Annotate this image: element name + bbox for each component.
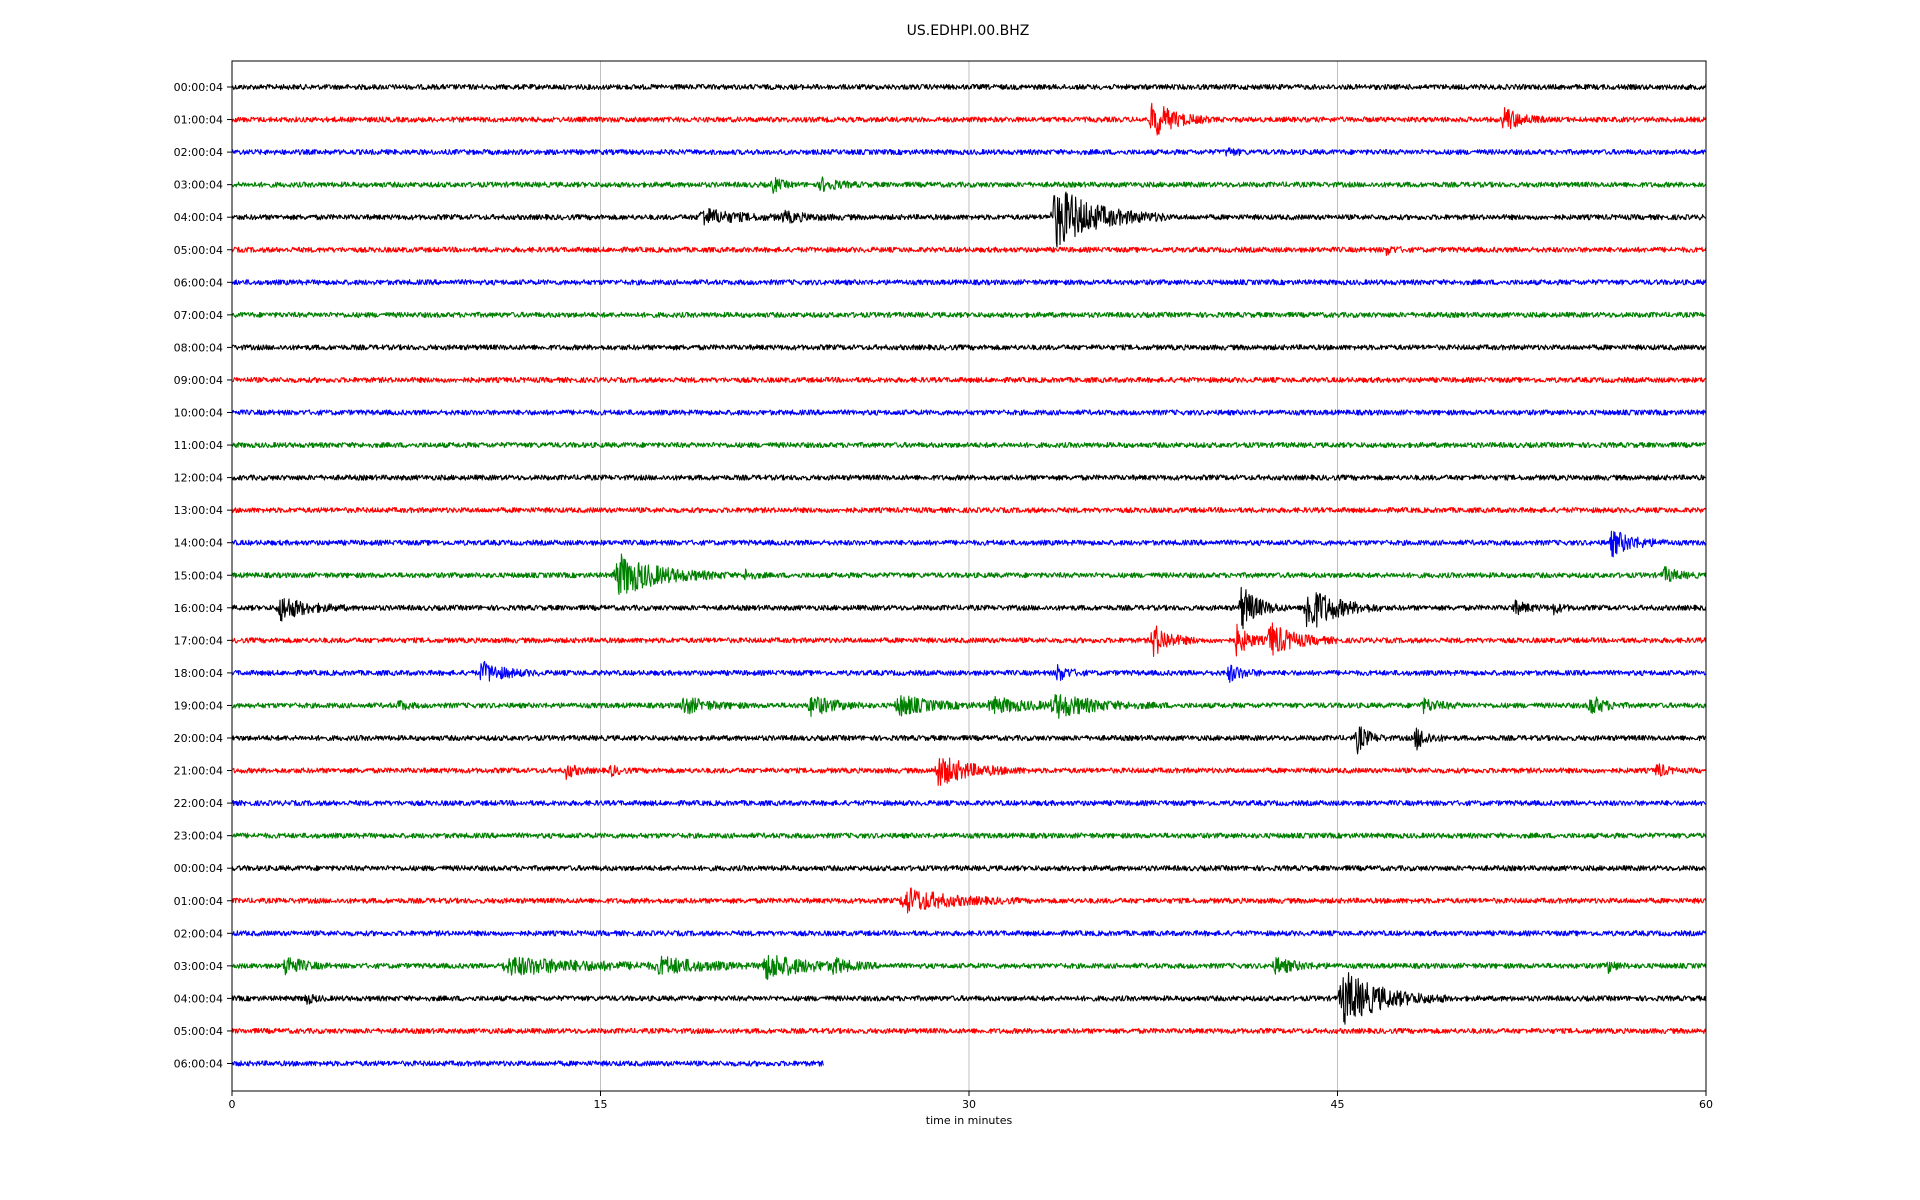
chart-title: US.EDHPI.00.BHZ [907,23,1030,39]
trace-07-00-04 [231,311,1707,318]
x-tick-label: 30 [962,1098,976,1111]
y-tick-label: 09:00:04 [174,374,223,387]
trace-11-00-04 [231,441,1707,449]
y-tick-label: 03:00:04 [174,179,223,192]
trace-03-00-04 [231,954,1707,981]
y-tick-label: 06:00:04 [174,276,223,289]
y-tick-label: 00:00:04 [174,862,223,875]
trace-03-00-04 [231,176,1707,194]
y-tick-label: 02:00:04 [174,146,223,159]
trace-02-00-04 [231,930,1707,937]
trace-04-00-04 [231,191,1706,248]
y-tick-label: 01:00:04 [174,114,223,127]
trace-16-00-04 [231,586,1707,630]
trace-18-00-04 [231,660,1707,683]
trace-layer [231,83,1707,1067]
y-tick-label: 00:00:04 [174,81,223,94]
y-tick-label: 20:00:04 [174,732,223,745]
trace-01-00-04 [231,102,1707,136]
trace-06-00-04 [231,279,1707,286]
x-tick-label: 45 [1331,1098,1345,1111]
trace-21-00-04 [231,757,1707,786]
x-tick-label: 0 [229,1098,236,1111]
y-tick-label: 08:00:04 [174,341,223,354]
y-tick-label: 04:00:04 [174,211,223,224]
y-tick-label: 02:00:04 [174,927,223,940]
y-tick-label: 13:00:04 [174,504,223,517]
trace-08-00-04 [231,344,1707,351]
trace-14-00-04 [231,530,1707,558]
y-tick-label: 22:00:04 [174,797,223,810]
x-tick-label: 60 [1699,1098,1713,1111]
trace-00-00-04 [231,865,1707,872]
trace-17-00-04 [231,622,1707,658]
trace-04-00-04 [231,972,1707,1025]
y-tick-label: 11:00:04 [174,439,223,452]
x-axis-label: time in minutes [926,1114,1013,1127]
trace-05-00-04 [231,1027,1707,1035]
y-tick-label: 18:00:04 [174,667,223,680]
y-tick-label: 03:00:04 [174,960,223,973]
trace-23-00-04 [231,832,1707,839]
trace-05-00-04 [231,246,1707,257]
trace-12-00-04 [231,474,1706,481]
trace-06-00-04 [231,1060,825,1067]
trace-09-00-04 [231,376,1707,384]
y-tick-label: 01:00:04 [174,895,223,908]
trace-02-00-04 [231,147,1707,157]
y-tick-label: 19:00:04 [174,699,223,712]
y-tick-labels: 00:00:04 01:00:04 02:00:04 03:00:04 04:00:04… [174,81,232,1071]
y-tick-label: 14:00:04 [174,537,223,550]
x-tick-label: 15 [594,1098,608,1111]
y-tick-label: 10:00:04 [174,407,223,420]
y-tick-label: 06:00:04 [174,1058,223,1071]
y-tick-label: 04:00:04 [174,992,223,1005]
trace-15-00-04 [231,553,1707,595]
trace-10-00-04 [231,409,1707,416]
y-tick-label: 07:00:04 [174,309,223,322]
y-tick-label: 12:00:04 [174,472,223,485]
y-tick-label: 21:00:04 [174,765,223,778]
y-tick-label: 05:00:04 [174,1025,223,1038]
trace-01-00-04 [231,887,1707,914]
y-tick-label: 17:00:04 [174,634,223,647]
trace-22-00-04 [231,799,1706,807]
y-tick-label: 15:00:04 [174,569,223,582]
y-tick-label: 23:00:04 [174,830,223,843]
y-tick-label: 05:00:04 [174,244,223,257]
trace-00-00-04 [231,83,1707,91]
x-tick-labels: 0 15 30 45 60 [229,1091,1713,1111]
y-tick-label: 16:00:04 [174,602,223,615]
trace-19-00-04 [231,693,1707,719]
trace-20-00-04 [231,726,1707,755]
trace-13-00-04 [231,507,1707,514]
